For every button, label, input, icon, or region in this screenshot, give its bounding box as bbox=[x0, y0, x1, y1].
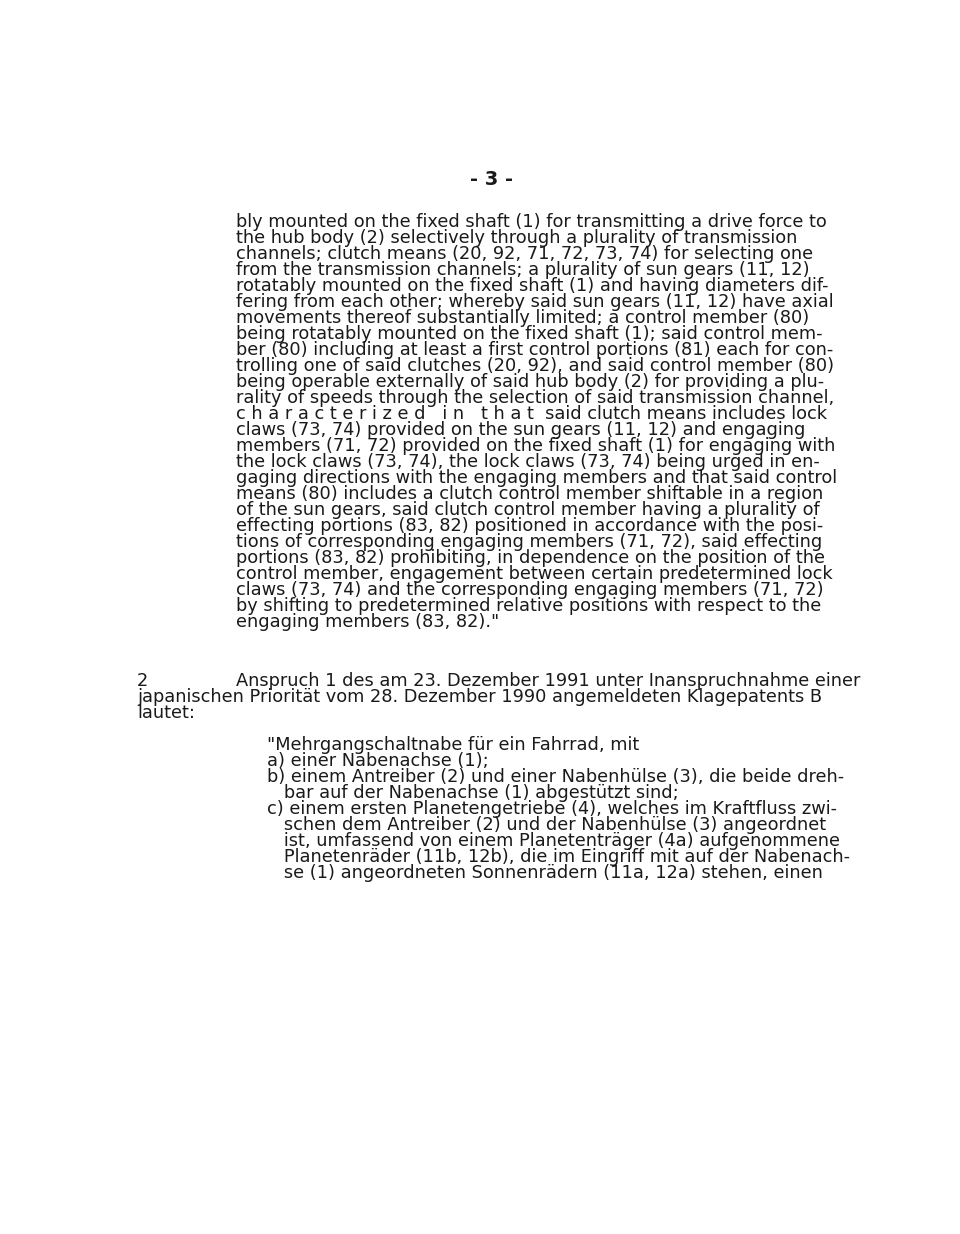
Text: c h a r a c t e r i z e d   i n   t h a t  said clutch means includes lock: c h a r a c t e r i z e d i n t h a t sa… bbox=[236, 405, 828, 423]
Text: channels; clutch means (20, 92, 71, 72, 73, 74) for selecting one: channels; clutch means (20, 92, 71, 72, … bbox=[236, 244, 813, 263]
Text: from the transmission channels; a plurality of sun gears (11, 12): from the transmission channels; a plural… bbox=[236, 260, 810, 279]
Text: the lock claws (73, 74), the lock claws (73, 74) being urged in en-: the lock claws (73, 74), the lock claws … bbox=[236, 453, 820, 471]
Text: bar auf der Nabenachse (1) abgestützt sind;: bar auf der Nabenachse (1) abgestützt si… bbox=[267, 784, 679, 802]
Text: trolling one of said clutches (20, 92), and said control member (80): trolling one of said clutches (20, 92), … bbox=[236, 357, 834, 375]
Text: Anspruch 1 des am 23. Dezember 1991 unter Inanspruchnahme einer: Anspruch 1 des am 23. Dezember 1991 unte… bbox=[236, 671, 860, 690]
Text: means (80) includes a clutch control member shiftable in a region: means (80) includes a clutch control mem… bbox=[236, 485, 824, 503]
Text: japanischen Priorität vom 28. Dezember 1990 angemeldeten Klagepatents B: japanischen Priorität vom 28. Dezember 1… bbox=[137, 687, 822, 706]
Text: rotatably mounted on the fixed shaft (1) and having diameters dif-: rotatably mounted on the fixed shaft (1)… bbox=[236, 276, 828, 295]
Text: being rotatably mounted on the fixed shaft (1); said control mem-: being rotatably mounted on the fixed sha… bbox=[236, 325, 823, 343]
Text: ist, umfassend von einem Planetenträger (4a) aufgenommene: ist, umfassend von einem Planetenträger … bbox=[267, 832, 840, 850]
Text: the hub body (2) selectively through a plurality of transmission: the hub body (2) selectively through a p… bbox=[236, 228, 798, 247]
Text: rality of speeds through the selection of said transmission channel,: rality of speeds through the selection o… bbox=[236, 389, 834, 407]
Text: a) einer Nabenachse (1);: a) einer Nabenachse (1); bbox=[267, 752, 489, 770]
Text: se (1) angeordneten Sonnenrädern (11a, 12a) stehen, einen: se (1) angeordneten Sonnenrädern (11a, 1… bbox=[267, 864, 823, 882]
Text: - 3 -: - 3 - bbox=[470, 169, 514, 189]
Text: 2: 2 bbox=[137, 671, 148, 690]
Text: lautet:: lautet: bbox=[137, 703, 195, 722]
Text: being operable externally of said hub body (2) for providing a plu-: being operable externally of said hub bo… bbox=[236, 373, 825, 391]
Text: engaging members (83, 82).": engaging members (83, 82)." bbox=[236, 613, 499, 631]
Text: schen dem Antreiber (2) und der Nabenhülse (3) angeordnet: schen dem Antreiber (2) und der Nabenhül… bbox=[267, 816, 827, 834]
Text: tions of corresponding engaging members (71, 72), said effecting: tions of corresponding engaging members … bbox=[236, 533, 823, 552]
Text: b) einem Antreiber (2) und einer Nabenhülse (3), die beide dreh-: b) einem Antreiber (2) und einer Nabenhü… bbox=[267, 768, 845, 786]
Text: portions (83, 82) prohibiting, in dependence on the position of the: portions (83, 82) prohibiting, in depend… bbox=[236, 549, 826, 568]
Text: bly mounted on the fixed shaft (1) for transmitting a drive force to: bly mounted on the fixed shaft (1) for t… bbox=[236, 212, 827, 231]
Text: claws (73, 74) and the corresponding engaging members (71, 72): claws (73, 74) and the corresponding eng… bbox=[236, 581, 824, 600]
Text: control member, engagement between certain predetermined lock: control member, engagement between certa… bbox=[236, 565, 833, 584]
Text: c) einem ersten Planetengetriebe (4), welches im Kraftfluss zwi-: c) einem ersten Planetengetriebe (4), we… bbox=[267, 800, 837, 818]
Text: effecting portions (83, 82) positioned in accordance with the posi-: effecting portions (83, 82) positioned i… bbox=[236, 517, 824, 536]
Text: "Mehrgangschaltnabe für ein Fahrrad, mit: "Mehrgangschaltnabe für ein Fahrrad, mit bbox=[267, 735, 639, 754]
Text: ber (80) including at least a first control portions (81) each for con-: ber (80) including at least a first cont… bbox=[236, 341, 833, 359]
Text: fering from each other; whereby said sun gears (11, 12) have axial: fering from each other; whereby said sun… bbox=[236, 292, 834, 311]
Text: gaging directions with the engaging members and that said control: gaging directions with the engaging memb… bbox=[236, 469, 837, 487]
Text: members (71, 72) provided on the fixed shaft (1) for engaging with: members (71, 72) provided on the fixed s… bbox=[236, 437, 835, 455]
Text: by shifting to predetermined relative positions with respect to the: by shifting to predetermined relative po… bbox=[236, 597, 822, 615]
Text: Planetenräder (11b, 12b), die im Eingriff mit auf der Nabenach-: Planetenräder (11b, 12b), die im Eingrif… bbox=[267, 848, 851, 866]
Text: of the sun gears, said clutch control member having a plurality of: of the sun gears, said clutch control me… bbox=[236, 501, 820, 520]
Text: claws (73, 74) provided on the sun gears (11, 12) and engaging: claws (73, 74) provided on the sun gears… bbox=[236, 421, 805, 439]
Text: movements thereof substantially limited; a control member (80): movements thereof substantially limited;… bbox=[236, 308, 809, 327]
